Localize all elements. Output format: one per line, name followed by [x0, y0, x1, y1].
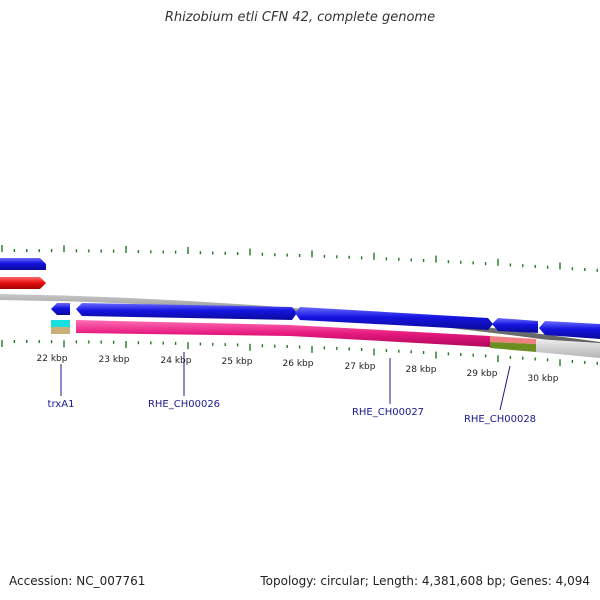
feature-cyan-block[interactable]: [51, 320, 70, 327]
gene-label-rhe-ch00026[interactable]: RHE_CH00026: [148, 399, 220, 410]
cds-arrow-trxA1[interactable]: [51, 303, 70, 315]
ruler-label: 24 kbp: [161, 356, 192, 366]
gene-bar-salmon[interactable]: [490, 336, 536, 344]
cds-red-partial-left[interactable]: [0, 277, 46, 289]
ruler-label: 30 kbp: [528, 374, 559, 384]
gene-label-trxA1[interactable]: trxA1: [48, 399, 75, 410]
upper-ruler-ticks: [1, 245, 598, 272]
ruler-label: 27 kbp: [345, 362, 376, 372]
ruler-label: 28 kbp: [406, 365, 437, 375]
ruler-label: 23 kbp: [99, 355, 130, 365]
feature-tan-block[interactable]: [51, 327, 70, 334]
cds-arrow-rhe-ch00027[interactable]: [295, 307, 493, 330]
cds-arrow-rhe-ch00026[interactable]: [76, 303, 297, 320]
gene-label-rhe-ch00027[interactable]: RHE_CH00027: [352, 407, 424, 418]
ruler-label: 25 kbp: [222, 357, 253, 367]
genome-summary-text: Topology: circular; Length: 4,381,608 bp…: [260, 574, 590, 588]
cds-arrow-partial-right[interactable]: [539, 321, 600, 339]
ruler-label: 29 kbp: [467, 369, 498, 379]
gene-bar-pink[interactable]: [76, 320, 490, 347]
lower-ruler-ticks: [1, 340, 598, 367]
ruler-label: 22 kbp: [37, 354, 68, 364]
genome-backbone: [0, 294, 600, 347]
accession-text: Accession: NC_007761: [9, 574, 146, 588]
map-title: Rhizobium etli CFN 42, complete genome: [164, 10, 436, 25]
gene-bar-olive[interactable]: [490, 342, 536, 352]
label-leader-rhe-ch00028: [499, 365, 511, 411]
ruler-label: 26 kbp: [283, 359, 314, 369]
gene-label-rhe-ch00028[interactable]: RHE_CH00028: [464, 414, 536, 425]
gene-bar-gray-partial-right[interactable]: [536, 339, 600, 358]
ruler-labels: 22 kbp 23 kbp 24 kbp 25 kbp 26 kbp 27 kb…: [37, 354, 559, 384]
cds-arrow-rhe-ch00028[interactable]: [492, 318, 538, 333]
cds-blue-partial-left[interactable]: [0, 258, 46, 270]
